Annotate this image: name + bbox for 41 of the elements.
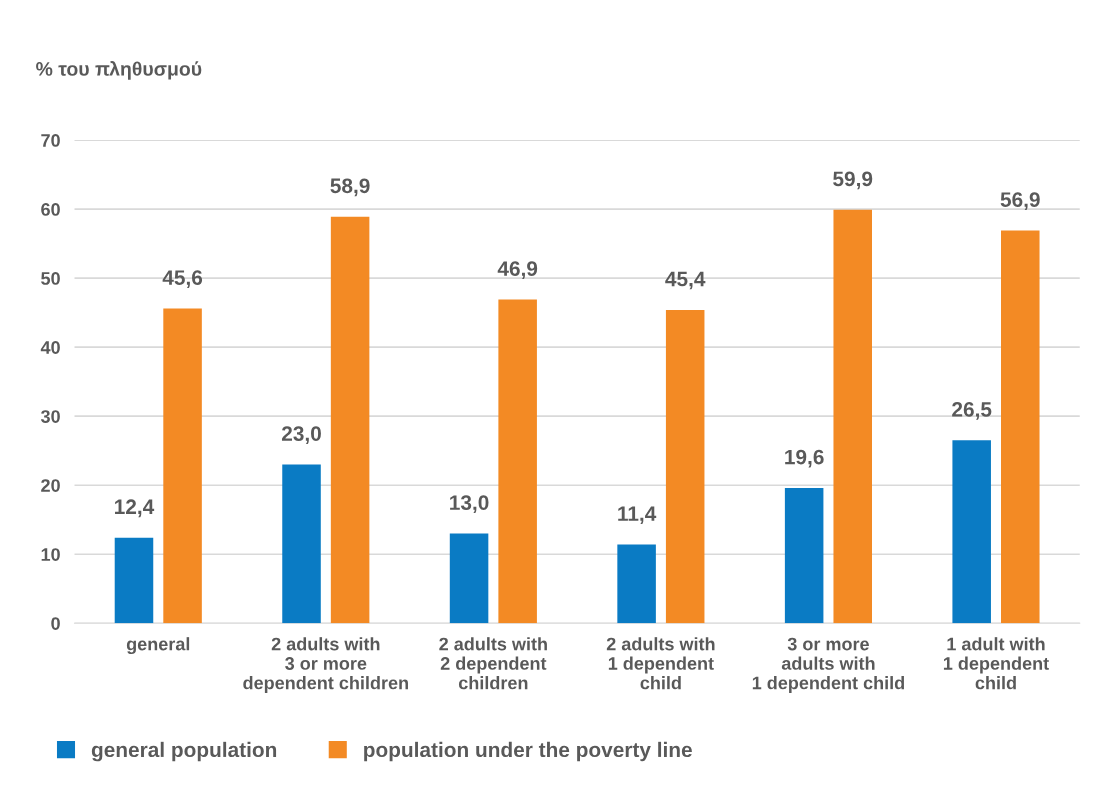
x-tick-label: 2 adults with 2 dependent children <box>439 637 547 690</box>
bar <box>1001 230 1040 624</box>
y-tick-label: 50 <box>41 272 60 285</box>
bar <box>282 464 321 624</box>
data-label: 46,9 <box>497 261 538 279</box>
bar <box>163 308 202 624</box>
y-tick-label: 70 <box>41 134 60 147</box>
data-label: 19,6 <box>785 449 824 468</box>
y-tick-label: 40 <box>40 341 60 354</box>
bar <box>952 440 991 624</box>
legend-label: population under the poverty line <box>364 741 692 762</box>
bar <box>617 544 656 624</box>
data-label: 58,9 <box>330 178 370 197</box>
y-axis-title: % του πληθυσμού <box>36 61 202 80</box>
data-label: 45,4 <box>665 271 706 290</box>
bar <box>449 533 489 624</box>
x-tick-label: 1 adult with 1 dependent child <box>943 637 1049 690</box>
data-label: 59,9 <box>833 171 873 190</box>
data-label: 11,4 <box>618 506 657 525</box>
y-tick-label: 0 <box>51 617 60 630</box>
data-label: 13,0 <box>450 495 489 513</box>
bar <box>784 487 824 624</box>
x-tick-label: 2 adults with 1 dependent child <box>606 637 715 690</box>
x-tick-label: 3 or more adults with 1 dependent child <box>752 637 904 693</box>
bar <box>498 299 537 624</box>
bar <box>665 309 705 624</box>
y-tick-label: 30 <box>40 410 60 423</box>
y-tick-label: 10 <box>41 548 60 561</box>
data-label: 23,0 <box>281 426 321 444</box>
data-label: 12,4 <box>115 499 155 518</box>
x-tick-label: general <box>126 637 190 655</box>
y-tick-label: 20 <box>41 479 60 492</box>
bar <box>833 209 872 624</box>
data-label: 56,9 <box>1000 192 1040 210</box>
bar <box>330 216 370 624</box>
bar <box>114 537 154 624</box>
y-tick-label: 60 <box>41 203 60 216</box>
data-label: 45,6 <box>162 270 203 288</box>
data-label: 26,5 <box>952 402 992 420</box>
x-tick-label: 2 adults with 3 or more dependent children <box>243 637 408 693</box>
legend-label: general population <box>91 741 277 762</box>
